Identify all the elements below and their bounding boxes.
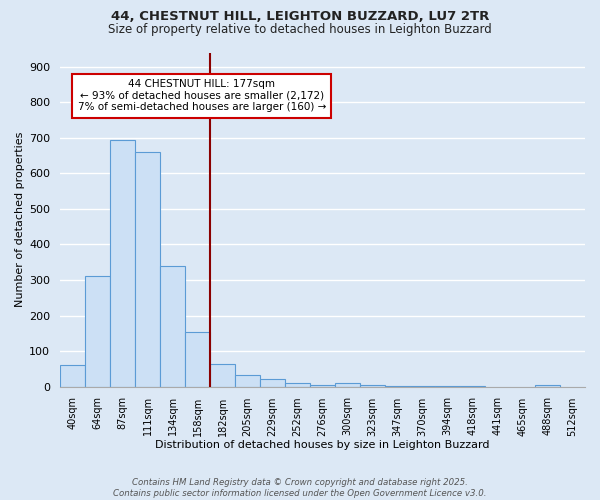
Bar — [185, 332, 210, 386]
Bar — [260, 379, 285, 386]
Bar — [85, 276, 110, 386]
Bar — [60, 366, 85, 386]
Y-axis label: Number of detached properties: Number of detached properties — [15, 132, 25, 307]
Text: Size of property relative to detached houses in Leighton Buzzard: Size of property relative to detached ho… — [108, 22, 492, 36]
Bar — [135, 152, 160, 386]
Bar — [210, 364, 235, 386]
Bar — [535, 385, 560, 386]
Text: Contains HM Land Registry data © Crown copyright and database right 2025.
Contai: Contains HM Land Registry data © Crown c… — [113, 478, 487, 498]
Bar — [110, 140, 135, 386]
Bar — [235, 375, 260, 386]
X-axis label: Distribution of detached houses by size in Leighton Buzzard: Distribution of detached houses by size … — [155, 440, 490, 450]
Text: 44, CHESTNUT HILL, LEIGHTON BUZZARD, LU7 2TR: 44, CHESTNUT HILL, LEIGHTON BUZZARD, LU7… — [111, 10, 489, 23]
Bar — [285, 383, 310, 386]
Bar — [160, 266, 185, 386]
Bar — [335, 383, 360, 386]
Bar — [310, 385, 335, 386]
Bar — [360, 385, 385, 386]
Text: 44 CHESTNUT HILL: 177sqm
← 93% of detached houses are smaller (2,172)
7% of semi: 44 CHESTNUT HILL: 177sqm ← 93% of detach… — [77, 79, 326, 112]
